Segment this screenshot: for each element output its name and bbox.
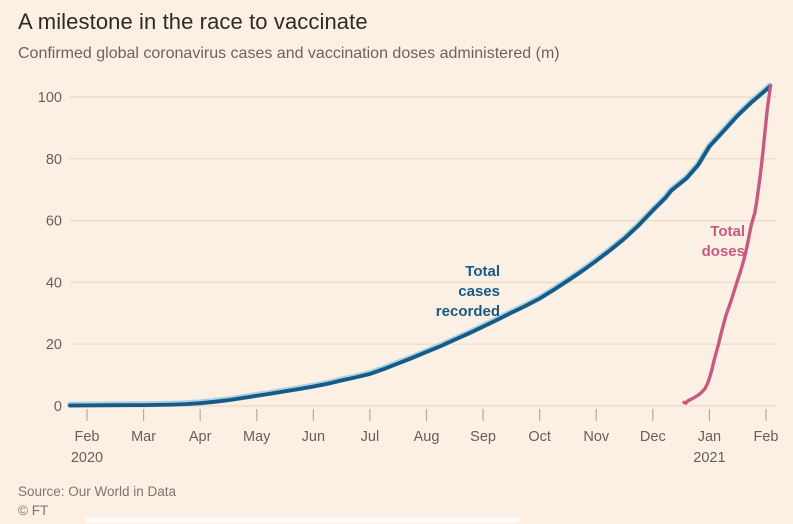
x-tick-label: Oct — [528, 429, 551, 445]
x-tick-label: Jul — [361, 429, 380, 445]
y-tick-label: 0 — [54, 399, 62, 415]
cases-line — [68, 84, 772, 408]
x-tick-label: Aug — [414, 429, 440, 445]
x-year-label: 2020 — [71, 450, 103, 466]
y-tick-label: 80 — [46, 152, 62, 168]
chart-title: A milestone in the race to vaccinate — [18, 9, 368, 34]
x-year-label: 2021 — [693, 450, 725, 466]
x-tick-label: Mar — [131, 429, 156, 445]
x-tick-label: Nov — [583, 429, 610, 445]
x-tick-label: Dec — [640, 429, 666, 445]
y-tick-label: 40 — [46, 275, 62, 291]
x-tick-label: Sep — [470, 429, 496, 445]
ft-copyright: © FT — [18, 503, 49, 518]
source-note: Source: Our World in Data — [18, 484, 177, 499]
y-tick-label: 20 — [46, 337, 62, 353]
cases-series-label: Total cases recorded — [436, 263, 500, 320]
doses-series-label: Total doses — [702, 223, 745, 260]
chart-subtitle: Confirmed global coronavirus cases and v… — [18, 45, 560, 62]
x-tick-label: May — [243, 429, 271, 445]
y-tick-label: 60 — [46, 214, 62, 230]
x-tick-label: Apr — [189, 429, 212, 445]
x-tick-label: Jun — [302, 429, 325, 445]
x-tick-label: Feb — [75, 429, 100, 445]
x-tick-label: Jan — [698, 429, 721, 445]
y-tick-label: 100 — [38, 90, 62, 106]
horizontal-scrollbar[interactable] — [85, 517, 520, 523]
cases-line-highlight — [67, 83, 773, 408]
x-tick-label: Feb — [753, 429, 778, 445]
doses-line — [682, 83, 773, 405]
